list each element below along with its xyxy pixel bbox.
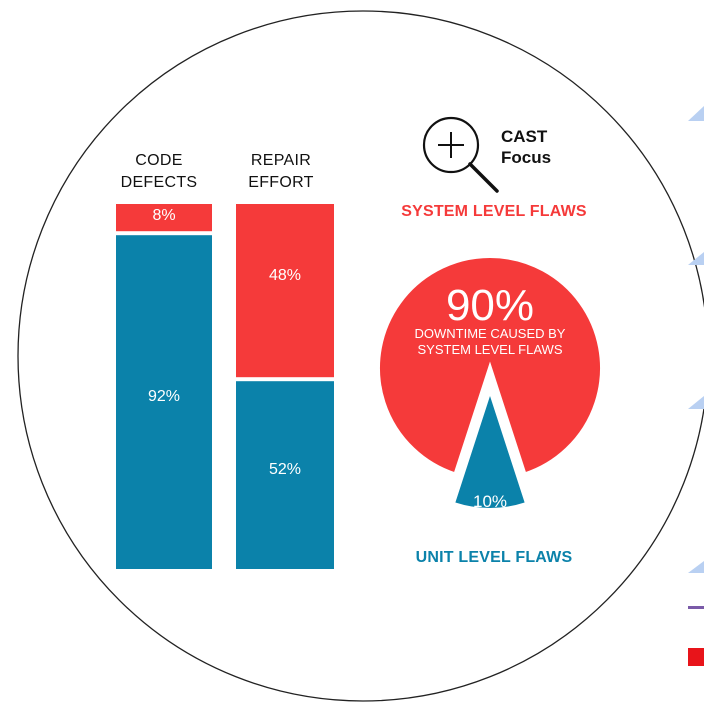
value-label-code-defects-blue: 92% bbox=[147, 388, 181, 405]
pie-slice-system-level-flaws bbox=[376, 254, 604, 478]
stacked-bar-chart bbox=[116, 204, 334, 569]
cast-label-line: CAST bbox=[501, 127, 548, 146]
system-level-flaws-title: SYSTEM LEVEL FLAWS bbox=[401, 203, 587, 220]
bar-label-line: DEFECTS bbox=[120, 174, 198, 191]
bar-label-repair-effort: REPAIR EFFORT bbox=[228, 150, 334, 194]
pie-caption-line: DOWNTIME CAUSED BY bbox=[414, 326, 566, 341]
bar-segment-blue-code-defects bbox=[116, 235, 212, 569]
pie-chart bbox=[376, 254, 604, 508]
pie-caption-line: SYSTEM LEVEL FLAWS bbox=[417, 342, 563, 357]
bar-label-line: CODE bbox=[135, 152, 183, 169]
edge-decorations bbox=[688, 106, 704, 666]
bar-label-line: EFFORT bbox=[248, 174, 314, 191]
pie-main-caption: DOWNTIME CAUSED BY SYSTEM LEVEL FLAWS bbox=[380, 326, 600, 358]
pie-small-percentage: 10% bbox=[472, 492, 508, 511]
bar-segment-red-repair-effort bbox=[236, 204, 334, 378]
bar-segment-red-code-defects bbox=[116, 204, 212, 232]
bar-label-line: REPAIR bbox=[250, 152, 312, 169]
pie-slice-unit-level-flaws bbox=[455, 396, 525, 508]
unit-level-flaws-title: UNIT LEVEL FLAWS bbox=[415, 549, 573, 566]
bar-segment-blue-repair-effort bbox=[236, 381, 334, 569]
bar-label-code-defects: CODE DEFECTS bbox=[106, 150, 212, 194]
cast-focus-label: CAST Focus bbox=[501, 126, 551, 168]
value-label-repair-effort-red: 48% bbox=[268, 267, 302, 284]
cast-label-line: Focus bbox=[501, 148, 552, 167]
pie-main-percentage: 90% bbox=[445, 281, 535, 330]
magnifier-plus-icon bbox=[422, 116, 499, 193]
value-label-code-defects-red: 8% bbox=[152, 207, 176, 224]
value-label-repair-effort-blue: 52% bbox=[268, 461, 302, 478]
